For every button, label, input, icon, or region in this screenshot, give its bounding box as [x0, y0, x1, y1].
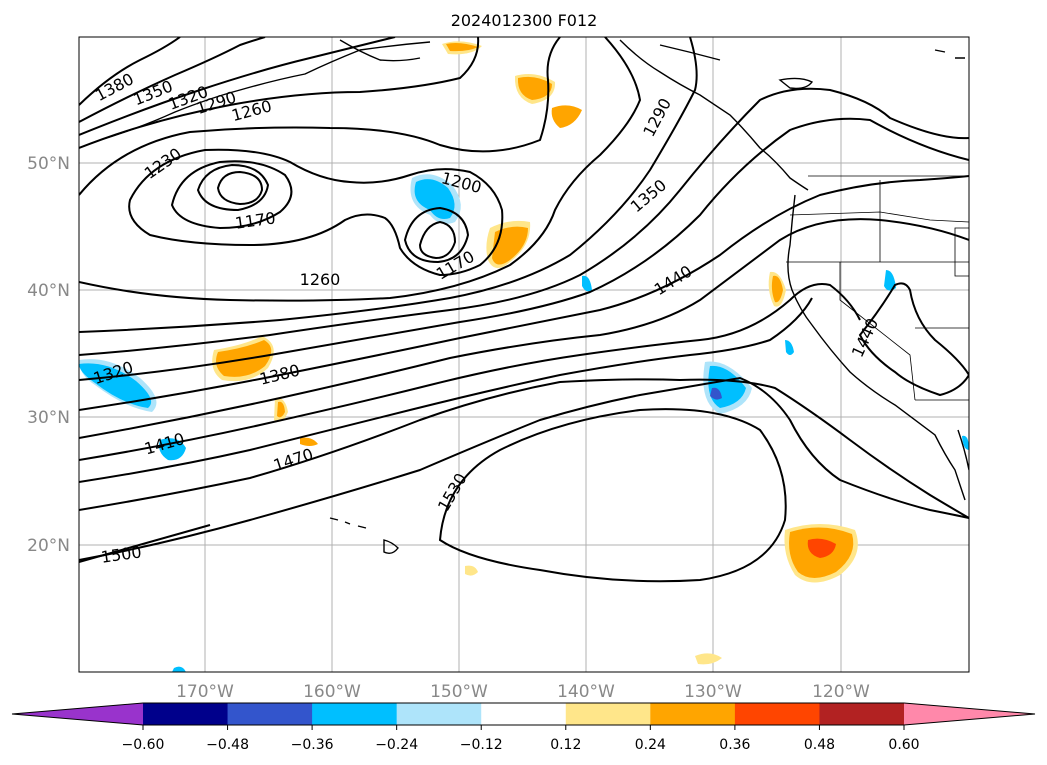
colorbar-tick-label: 0.48 [804, 737, 835, 753]
colorbar-bin [819, 703, 905, 725]
colorbar-bin [227, 703, 313, 725]
lon-label-130w: 130°W [684, 682, 742, 702]
shaded-field [79, 41, 969, 672]
map-title: 2024012300 F012 [451, 11, 598, 30]
colorbar-bins [143, 703, 905, 725]
colorbar-bin [565, 703, 651, 725]
contour-label: 1170 [433, 247, 478, 284]
lon-label-150w: 150°W [430, 682, 488, 702]
latitude-labels: 50°N 40°N 30°N 20°N [27, 154, 70, 556]
height-contours [79, 37, 969, 583]
colorbar-bin [650, 703, 736, 725]
coastlines [99, 39, 969, 555]
colorbar-bin [312, 703, 398, 725]
lat-label-40n: 40°N [27, 281, 70, 301]
lon-label-160w: 160°W [303, 682, 361, 702]
colorbar-under-extension [12, 703, 143, 725]
contour-label: 1470 [271, 444, 316, 475]
lat-label-20n: 20°N [27, 536, 70, 556]
colorbar-tick-label: −0.12 [460, 737, 503, 753]
contour-label: 1440 [651, 261, 696, 299]
colorbar-ticks: −0.60 −0.48 −0.36 −0.24 −0.12 0.12 0.24 0.36 0.4… [122, 725, 920, 753]
map-frame [78, 36, 970, 673]
colorbar-bin [396, 703, 482, 725]
contour-label: 1440 [848, 315, 882, 360]
contour-label: 1500 [100, 542, 143, 566]
lon-label-170w: 170°W [176, 682, 234, 702]
lat-label-50n: 50°N [27, 154, 70, 174]
colorbar-tick-label: −0.60 [122, 737, 165, 753]
state-borders [786, 175, 969, 401]
colorbar-bin [143, 703, 229, 725]
colorbar-tick-label: 0.12 [550, 737, 581, 753]
colorbar-over-extension [904, 703, 1035, 725]
lon-label-140w: 140°W [557, 682, 615, 702]
lat-label-30n: 30°N [27, 408, 70, 428]
colorbar-tick-label: −0.24 [375, 737, 418, 753]
colorbar-tick-label: −0.48 [206, 737, 249, 753]
lon-label-120w: 120°W [812, 682, 870, 702]
contour-label: 1530 [434, 470, 471, 515]
contour-label: 1260 [300, 270, 341, 289]
colorbar-tick-label: 0.24 [635, 737, 666, 753]
map-area [79, 37, 969, 672]
colorbar-tick-label: 0.60 [888, 737, 919, 753]
colorbar-tick-label: −0.36 [291, 737, 334, 753]
contour-label: 1170 [234, 208, 277, 232]
colorbar-tick-label: 0.36 [719, 737, 750, 753]
colorbar-bin [481, 703, 567, 725]
colorbar: −0.60 −0.48 −0.36 −0.24 −0.12 0.12 0.24 0.36 0.4… [11, 702, 1036, 753]
longitude-labels: 170°W 160°W 150°W 140°W 130°W 120°W [176, 682, 870, 702]
contour-label: 1230 [141, 144, 185, 183]
colorbar-bin [734, 703, 820, 725]
contour-label: 1290 [639, 95, 675, 140]
